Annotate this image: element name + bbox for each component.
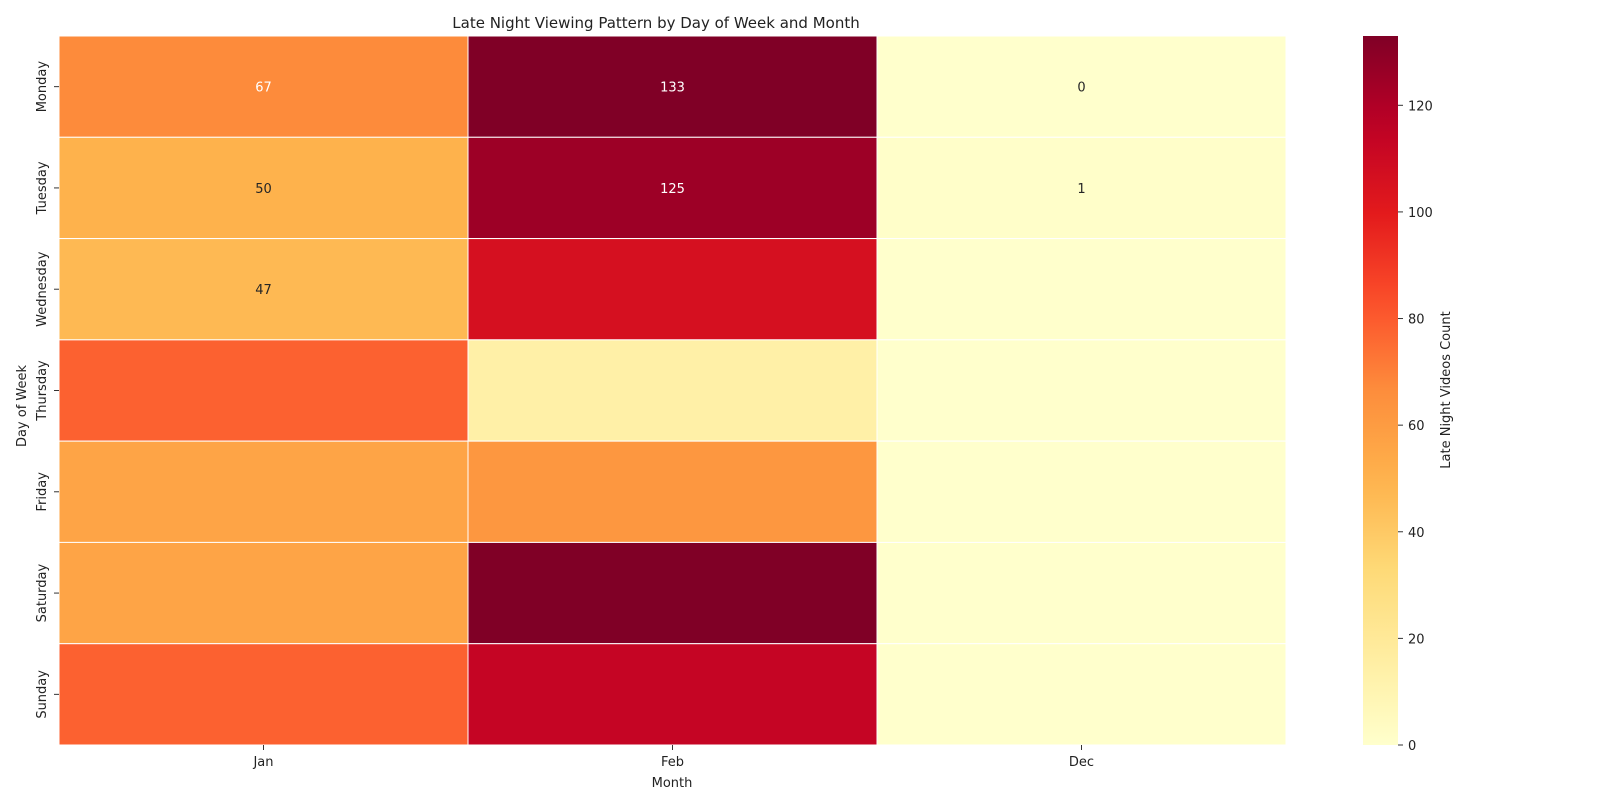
cell-annotation: 0 — [1077, 81, 1085, 96]
cell-annotations: 67 133 0 50 125 1 47 — [255, 81, 1085, 299]
heatmap-cell — [876, 339, 1287, 442]
y-tick-label: Monday — [35, 61, 50, 113]
x-tick-label: Jan — [252, 755, 273, 770]
heatmap-cell — [58, 136, 469, 240]
heatmap-cell — [467, 136, 878, 240]
heatmap-cell — [876, 643, 1287, 746]
cell-annotation: 67 — [255, 81, 272, 96]
colorbar-tick-label: 100 — [1408, 206, 1433, 221]
y-axis-ticks: Monday Tuesday Wednesday Thursday Friday Satu… — [35, 61, 59, 719]
y-axis-label: Day of Week — [15, 364, 30, 447]
y-tick-label: Friday — [35, 472, 50, 512]
heatmap-cell — [58, 339, 469, 442]
heatmap-cell — [876, 440, 1287, 543]
heatmap-cell — [58, 440, 469, 543]
colorbar-tick-label: 0 — [1408, 739, 1416, 754]
y-tick-label: Saturday — [35, 563, 50, 622]
y-tick-label: Wednesday — [35, 251, 50, 327]
chart-title: Late Night Viewing Pattern by Day of Wee… — [452, 14, 859, 32]
heatmap-cell — [58, 541, 469, 645]
colorbar-tick-label: 80 — [1408, 313, 1425, 328]
colorbar-tick-label: 60 — [1408, 419, 1425, 434]
heatmap-cell — [467, 541, 878, 645]
cell-annotation: 133 — [660, 81, 685, 96]
heatmap-cell — [467, 440, 878, 543]
x-tick-label: Dec — [1069, 755, 1094, 770]
x-axis-ticks: Jan Feb Dec — [252, 745, 1094, 770]
heatmap-cell — [876, 238, 1287, 341]
heatmap-cell — [876, 136, 1287, 240]
x-tick-label: Feb — [661, 755, 684, 770]
heatmap-cell — [58, 35, 469, 138]
heatmap-cell — [58, 643, 469, 746]
cell-annotation: 125 — [660, 182, 685, 197]
colorbar-ticks: 0 20 40 60 80 100 120 — [1398, 99, 1433, 754]
cell-annotation: 1 — [1077, 182, 1085, 197]
colorbar-tick-label: 120 — [1408, 99, 1433, 114]
x-axis-label: Month — [652, 776, 693, 791]
colorbar-tick-label: 40 — [1408, 526, 1425, 541]
heatmap-cell — [467, 643, 878, 746]
heatmap-cell — [467, 339, 878, 442]
heatmap-cell — [58, 238, 469, 341]
cell-annotation: 50 — [255, 182, 272, 197]
heatmap-cell — [467, 35, 878, 138]
y-tick-label: Sunday — [35, 670, 50, 719]
y-tick-label: Tuesday — [35, 161, 50, 215]
heatmap-cell — [467, 238, 878, 341]
heatmap-cell — [876, 541, 1287, 645]
colorbar-label: Late Night Videos Count — [1439, 311, 1454, 468]
colorbar-tick-label: 20 — [1408, 632, 1425, 647]
heatmap-cell — [876, 35, 1287, 138]
heatmap-cells — [58, 35, 1287, 746]
colorbar — [1363, 36, 1398, 745]
y-tick-label: Thursday — [35, 360, 50, 422]
cell-annotation: 47 — [255, 283, 272, 298]
